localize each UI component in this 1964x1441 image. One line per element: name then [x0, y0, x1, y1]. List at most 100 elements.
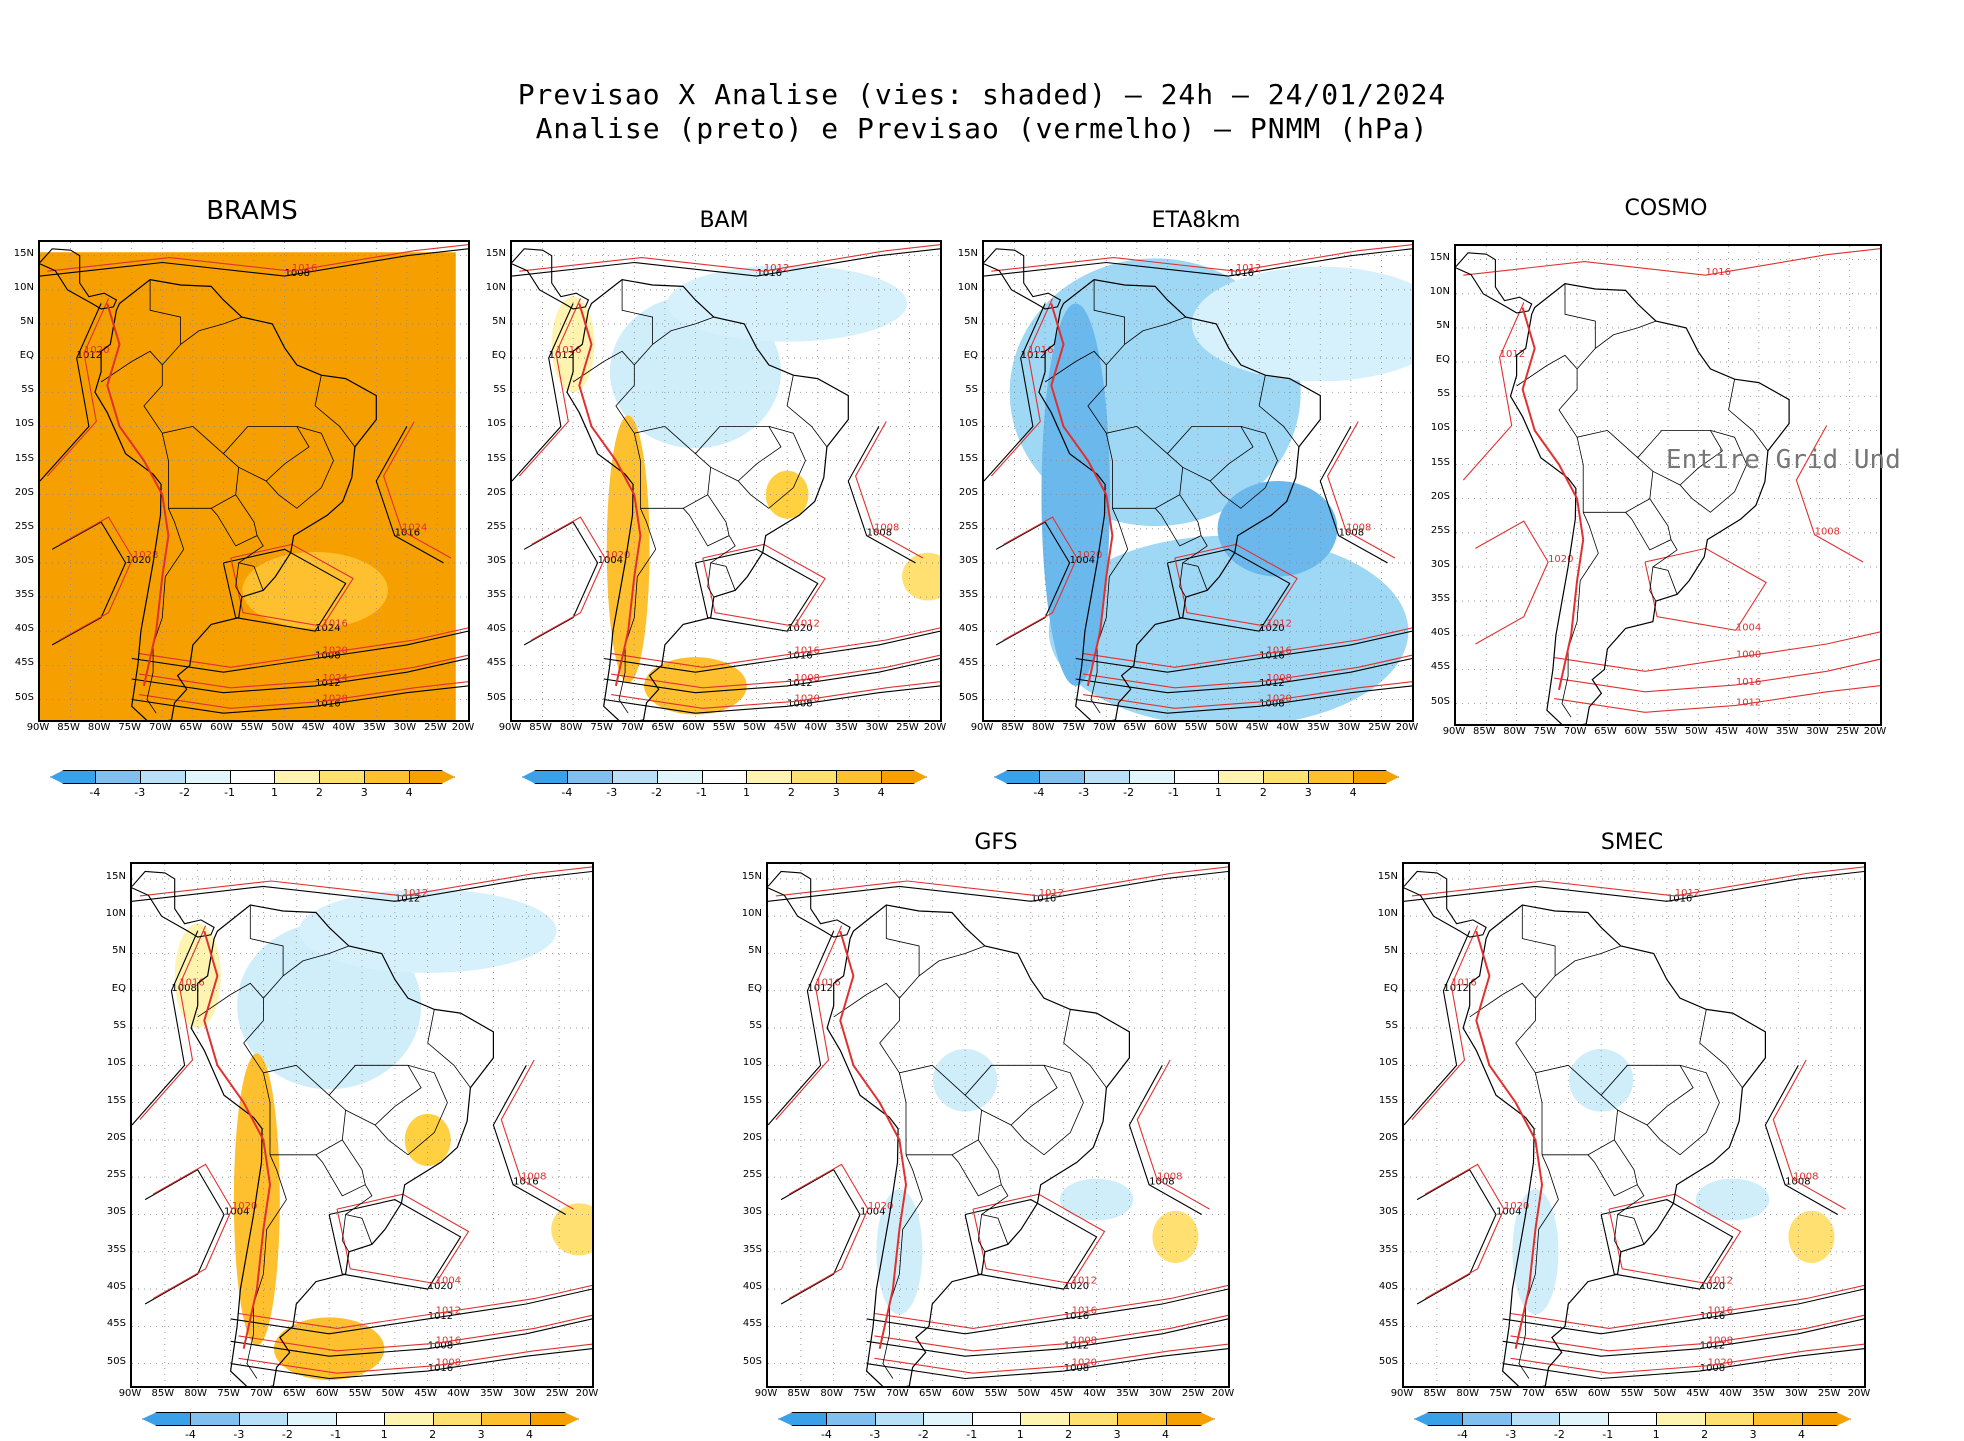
- forecast-isobar-label: 1012: [1736, 697, 1761, 708]
- coastline-south-america: [826, 904, 1130, 1386]
- country-border: [1558, 320, 1657, 438]
- lon-tick-label: 35W: [480, 1388, 503, 1399]
- colorbar-swatch: [874, 1412, 925, 1426]
- lon-tick-label: 45W: [1245, 722, 1269, 733]
- forecast-isobar-label: 1016: [292, 263, 317, 274]
- coastline-central-america: [1456, 252, 1533, 314]
- coastline-central-america: [1404, 870, 1487, 938]
- forecast-isobar: [990, 298, 1054, 477]
- lat-tick-label: 30S: [742, 1206, 762, 1218]
- lat-tick-label: EQ: [111, 982, 126, 994]
- lon-tick-label: 30W: [1148, 1388, 1172, 1399]
- lon-tick-label: 55W: [1654, 726, 1678, 737]
- colorbar-swatch: [791, 770, 838, 784]
- colorbar-swatch: [923, 1412, 973, 1426]
- forecast-isobar-label: 1020: [1548, 554, 1573, 565]
- country-border: [345, 1184, 373, 1215]
- country-border: [682, 494, 730, 547]
- forecast-isobar-label: 1028: [133, 550, 158, 561]
- panel-title-eta: ETA8km: [1151, 208, 1241, 233]
- lat-tick-label: 5N: [492, 315, 506, 327]
- lat-tick-label: 5N: [1384, 945, 1398, 957]
- country-border: [866, 982, 900, 999]
- lon-tick-label: 70W: [250, 1388, 273, 1399]
- colorbar-tick-label: -4: [1033, 786, 1045, 799]
- lat-tick-label: 10S: [14, 418, 34, 430]
- lon-tick-label: 80W: [820, 1388, 844, 1399]
- lon-tick-label: 20W: [1847, 1388, 1871, 1399]
- lon-tick-label: 60W: [1154, 722, 1177, 733]
- lon-tick-label: 90W: [1390, 1388, 1414, 1399]
- analysis-isobar-label: 1012: [77, 350, 102, 361]
- lon-tick-label: 30W: [1806, 726, 1829, 737]
- lat-tick-label: EQ: [19, 350, 34, 362]
- forecast-isobar-label: 1012: [1072, 1276, 1097, 1287]
- lat-tick-label: 15S: [486, 452, 506, 464]
- colorbar-tick-label: -4: [1456, 1428, 1468, 1441]
- colorbar-tick-label: -4: [89, 786, 101, 799]
- country-border: [1617, 1184, 1645, 1215]
- country-border: [131, 350, 163, 366]
- panel-title-gfs: GFS: [974, 830, 1018, 855]
- analysis-isobar-label: 1016: [1667, 893, 1692, 904]
- country-border: [603, 350, 635, 366]
- colorbar-swatch: [1353, 770, 1399, 784]
- lon-tick-label: 70W: [1522, 1388, 1545, 1399]
- analysis-isobar-label: 1008: [1259, 698, 1284, 709]
- panel-title-smec: SMEC: [1600, 830, 1664, 855]
- analysis-isobar: [40, 303, 102, 482]
- lat-tick-label: 5N: [1436, 319, 1450, 331]
- lat-tick-label: 25S: [958, 520, 978, 532]
- country-border: [230, 982, 264, 999]
- analysis-isobar-label: 1016: [1031, 893, 1056, 904]
- lat-tick-label: 15S: [958, 452, 978, 464]
- lat-tick-label: 45S: [1378, 1318, 1398, 1330]
- forecast-isobar: [59, 516, 134, 641]
- lon-tick-label: 20W: [451, 722, 475, 733]
- lon-tick-label: 55W: [1620, 1388, 1644, 1399]
- analysis-isobar-label: 1008: [285, 268, 310, 279]
- forecast-isobar-label: 1008: [1815, 527, 1840, 538]
- lon-tick-label: 45W: [773, 722, 797, 733]
- forecast-isobar-label: 1008: [436, 1358, 461, 1369]
- lat-tick-label: 35S: [14, 589, 34, 601]
- lat-tick-label: 15N: [105, 870, 126, 882]
- colorbar-swatch: [319, 770, 366, 784]
- forecast-isobar-label: 1008: [1266, 673, 1291, 684]
- colorbar-tick-label: -2: [1123, 786, 1135, 799]
- country-border: [1515, 945, 1622, 1074]
- map-cosmo: 1016 1012 1008 1020 1004 1000 1016 1012: [1454, 244, 1882, 726]
- forecast-isobar-label: 1012: [1708, 1276, 1733, 1287]
- colorbar-tick-label: 1: [380, 1428, 388, 1441]
- forecast-isobar-label: 1020: [1266, 693, 1291, 704]
- lon-tick-label: 75W: [590, 722, 614, 733]
- analysis-isobar-label: 1004: [860, 1206, 885, 1217]
- forecast-isobar-label: 1008: [1072, 1335, 1097, 1346]
- analysis-isobar: [603, 630, 940, 673]
- country-border: [1087, 316, 1186, 434]
- lon-tick-label: 80W: [1503, 726, 1526, 737]
- colorbar-swatch: [384, 1412, 434, 1426]
- analysis-isobar: [964, 1199, 1098, 1290]
- lat-tick-label: 20S: [14, 486, 34, 498]
- country-border: [633, 425, 712, 509]
- forecast-isobar-label: 1012: [436, 1306, 461, 1317]
- country-border: [1518, 1154, 1559, 1379]
- forecast-isobar-label: 1016: [1451, 977, 1476, 988]
- colorbar-tick-label: -2: [1553, 1428, 1565, 1441]
- lon-tick-label: 90W: [754, 1388, 778, 1399]
- lat-tick-label: 10N: [485, 281, 506, 293]
- colorbar-tick-label: 2: [1701, 1428, 1709, 1441]
- colorbar-tick-label: -1: [330, 1428, 342, 1441]
- lon-tick-label: 85W: [57, 722, 80, 733]
- country-border: [981, 1184, 1009, 1215]
- map-svg-gfs: 1016101210081004102010161012100810121016…: [768, 864, 1228, 1386]
- bias-blob-2: [1152, 1210, 1199, 1263]
- lat-tick-label: 40S: [958, 623, 978, 635]
- forecast-isobar: [531, 516, 606, 641]
- colorbar-swatch: [432, 1412, 483, 1426]
- forecast-isobar-label: 1028: [322, 693, 347, 704]
- country-border: [143, 316, 242, 434]
- lon-tick-label: 60W: [210, 722, 233, 733]
- forecast-isobar-label: 1020: [84, 345, 109, 356]
